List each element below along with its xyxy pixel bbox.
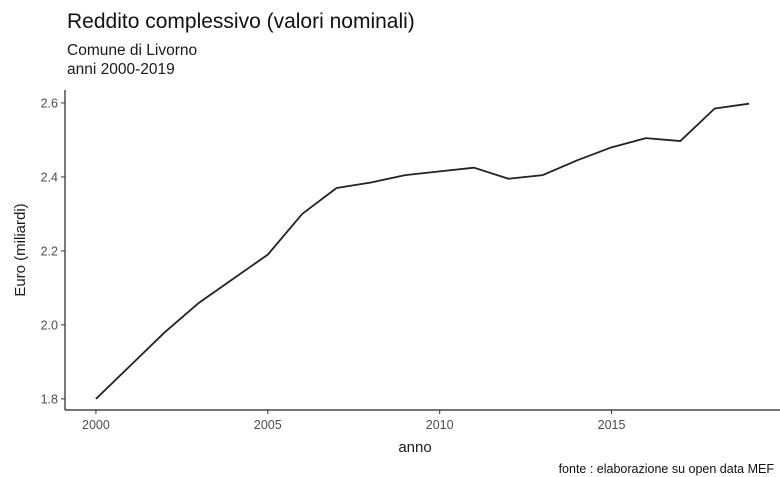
y-tick-label: 2.2 (41, 244, 58, 258)
x-ticks: 2000 2005 2010 2015 (82, 410, 626, 432)
chart-subtitle: Comune di Livorno anni 2000-2019 (67, 41, 197, 79)
x-tick-label: 2015 (598, 418, 626, 432)
series-line (95, 102, 750, 400)
axes (64, 90, 780, 411)
chart-title: Reddito complessivo (valori nominali) (67, 10, 415, 33)
x-tick-label: 2000 (82, 418, 110, 432)
x-tick-label: 2010 (426, 418, 454, 432)
y-tick-label: 2.0 (41, 318, 58, 332)
y-axis-title: Euro (miliardi) (12, 203, 29, 296)
y-tick-label: 1.8 (41, 392, 58, 406)
y-tick-label: 2.4 (41, 170, 58, 184)
subtitle-line-1: Comune di Livorno (67, 42, 198, 59)
x-axis-title: anno (398, 439, 431, 456)
y-ticks: 1.8 2.0 2.2 2.4 2.6 (41, 96, 65, 406)
subtitle-line-2: anni 2000-2019 (67, 61, 175, 78)
y-tick-label: 2.6 (41, 96, 58, 110)
x-tick-label: 2005 (254, 418, 282, 432)
source-caption: fonte : elaborazione su open data MEF (558, 462, 774, 476)
